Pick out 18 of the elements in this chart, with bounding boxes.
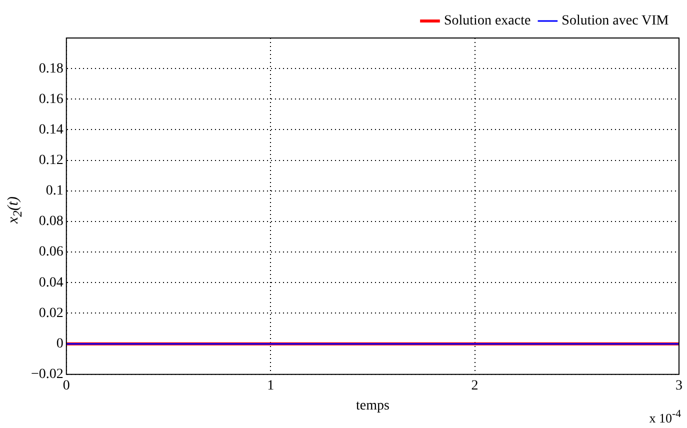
y-tick-label: −0.02 bbox=[30, 367, 64, 382]
x-axis-title: temps bbox=[356, 398, 390, 414]
y-tick-label: 0.06 bbox=[38, 244, 64, 260]
x-tick-label: 3 bbox=[676, 378, 682, 394]
y-tick-label: 0.16 bbox=[38, 92, 64, 107]
y-tick-label: 0.18 bbox=[38, 61, 64, 76]
y-tick-label: 0.12 bbox=[38, 153, 64, 168]
y-tick-label: 0.02 bbox=[38, 306, 64, 321]
y-tick-label: 0.14 bbox=[38, 122, 64, 138]
y-tick-label: 0.1 bbox=[46, 184, 64, 199]
y-tick-label: 0.08 bbox=[38, 214, 64, 230]
text: x 10$^{-4}$ bbox=[649, 408, 681, 426]
x-tick-label: 2 bbox=[471, 378, 478, 394]
x-tick-label: 1 bbox=[267, 378, 274, 394]
y-tick-label: 0.04 bbox=[38, 275, 64, 290]
legend-label: Solution avec VIM bbox=[562, 14, 670, 29]
legend-label: Solution exacte bbox=[444, 14, 531, 29]
y-tick-label: 0 bbox=[56, 336, 64, 352]
